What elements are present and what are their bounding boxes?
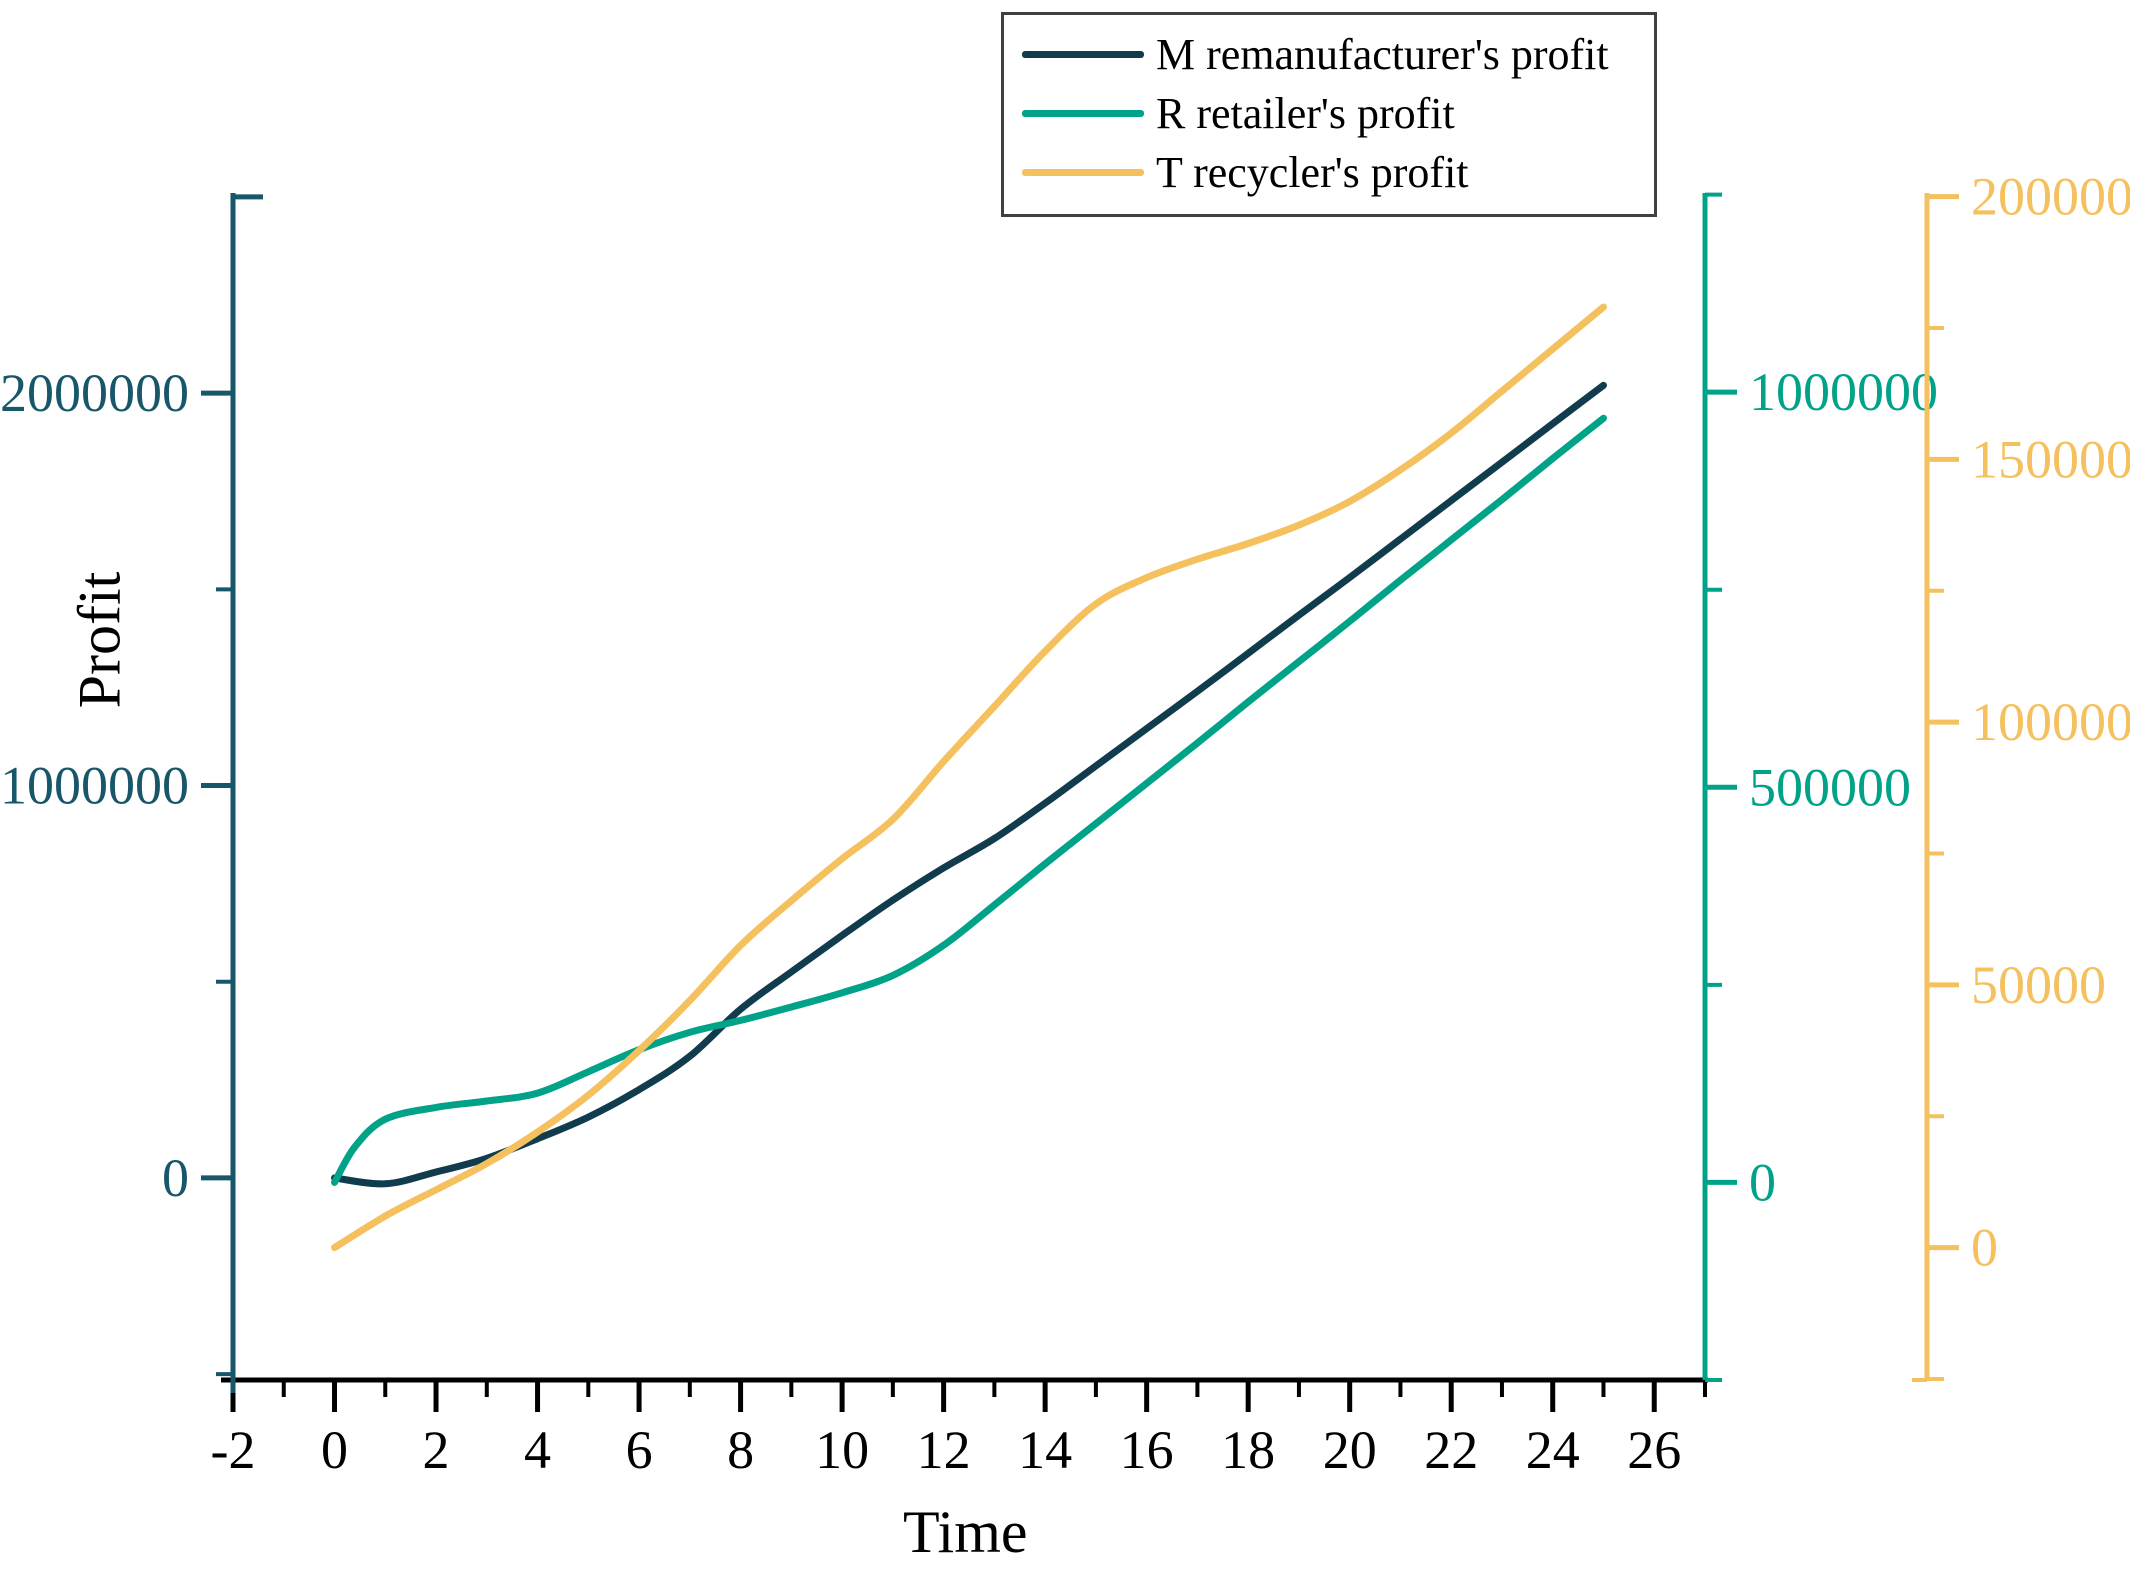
x-tick-label: 0 bbox=[321, 1420, 348, 1480]
x-tick-label: 8 bbox=[727, 1420, 754, 1480]
legend-label-m: M remanufacturer's profit bbox=[1156, 30, 1609, 79]
x-tick-label: 6 bbox=[626, 1420, 653, 1480]
x-tick-label: 20 bbox=[1323, 1420, 1377, 1480]
x-tick-label: 18 bbox=[1221, 1420, 1275, 1480]
x-tick-label: 24 bbox=[1526, 1420, 1580, 1480]
x-tick-label: -2 bbox=[211, 1420, 256, 1480]
legend-label-r: R retailer's profit bbox=[1156, 89, 1455, 138]
legend-label-t: T recycler's profit bbox=[1156, 148, 1469, 197]
yellow-tick-label: 200000 bbox=[1971, 167, 2130, 227]
t-series-line-swatch bbox=[1022, 169, 1144, 176]
x-tick-label: 4 bbox=[524, 1420, 551, 1480]
x-tick-label: 14 bbox=[1018, 1420, 1072, 1480]
legend-item-t: T recycler's profit bbox=[1004, 143, 1654, 202]
left-tick-label: 0 bbox=[162, 1148, 189, 1208]
x-tick-label: 12 bbox=[917, 1420, 971, 1480]
series-curve-t bbox=[331, 303, 1607, 1252]
m-series-line-swatch bbox=[1022, 51, 1144, 58]
x-axis-title: Time bbox=[903, 1499, 1028, 1565]
yellow-tick-label: 0 bbox=[1971, 1218, 1998, 1278]
x-tick-label: 2 bbox=[423, 1420, 450, 1480]
x-tick-label: 22 bbox=[1424, 1420, 1478, 1480]
teal-tick-label: 0 bbox=[1749, 1152, 1776, 1212]
yellow-tick-label: 150000 bbox=[1971, 429, 2130, 489]
yellow-tick-label: 50000 bbox=[1971, 955, 2106, 1015]
teal-tick-label: 500000 bbox=[1749, 757, 1911, 817]
r-series-line-swatch bbox=[1022, 110, 1144, 117]
left-tick-label: 1000000 bbox=[0, 756, 189, 816]
x-tick-label: 26 bbox=[1627, 1420, 1681, 1480]
y-axis-title: Profit bbox=[66, 571, 133, 709]
x-tick-label: 16 bbox=[1120, 1420, 1174, 1480]
yellow-tick-label: 100000 bbox=[1971, 692, 2130, 752]
x-tick-label: 10 bbox=[815, 1420, 869, 1480]
legend-item-r: R retailer's profit bbox=[1004, 84, 1654, 143]
left-tick-label: 2000000 bbox=[0, 363, 189, 423]
teal-tick-label: 1000000 bbox=[1749, 362, 1938, 422]
legend: M remanufacturer's profit R retailer's p… bbox=[1001, 12, 1657, 217]
series-curve-r bbox=[331, 414, 1607, 1186]
legend-item-m: M remanufacturer's profit bbox=[1004, 25, 1654, 84]
series-curve-m bbox=[331, 381, 1607, 1188]
